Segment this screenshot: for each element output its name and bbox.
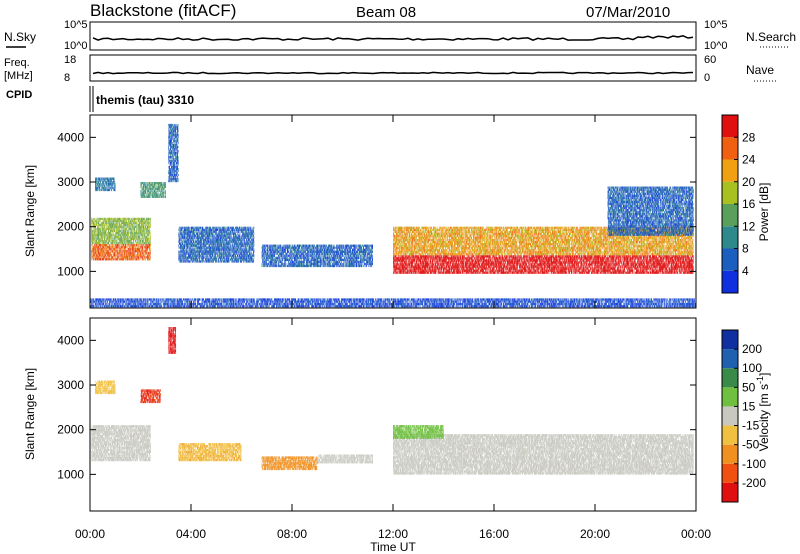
- cpid-value: themis (tau) 3310: [96, 93, 194, 107]
- power-heatmap: [90, 124, 696, 307]
- noise-right-tick-bottom: 10^0: [704, 40, 728, 52]
- noise-sky-trace: [93, 36, 693, 40]
- noise-left-tick-bottom: 10^0: [64, 40, 88, 52]
- cpid-label: CPID: [6, 89, 32, 101]
- noise-search-label: N.Search: [746, 30, 796, 44]
- station-title: Blackstone (fitACF): [90, 1, 236, 20]
- beam-label: Beam 08: [356, 4, 416, 21]
- freq-unit-label: [MHz]: [4, 70, 33, 82]
- noise-left-tick-top: 10^5: [64, 19, 88, 31]
- freq-left-tick-bottom: 8: [64, 72, 70, 84]
- freq-right-tick-top: 60: [704, 54, 716, 66]
- noise-sky-label: N.Sky: [4, 30, 36, 44]
- date-label: 07/Mar/2010: [586, 4, 670, 21]
- noise-strip: N.Sky 10^5 10^0 10^5 10^0 N.Search: [4, 19, 796, 52]
- freq-right-tick-bottom: 0: [704, 72, 710, 84]
- nave-label: Nave: [746, 63, 774, 77]
- cpid-strip: CPID themis (tau) 3310: [6, 86, 194, 112]
- freq-trace: [93, 72, 693, 73]
- freq-label: Freq.: [4, 57, 30, 69]
- noise-right-tick-top: 10^5: [704, 19, 728, 31]
- freq-left-tick-top: 18: [64, 54, 76, 66]
- freq-strip: Freq. [MHz] 18 8 60 0 Nave: [4, 54, 778, 84]
